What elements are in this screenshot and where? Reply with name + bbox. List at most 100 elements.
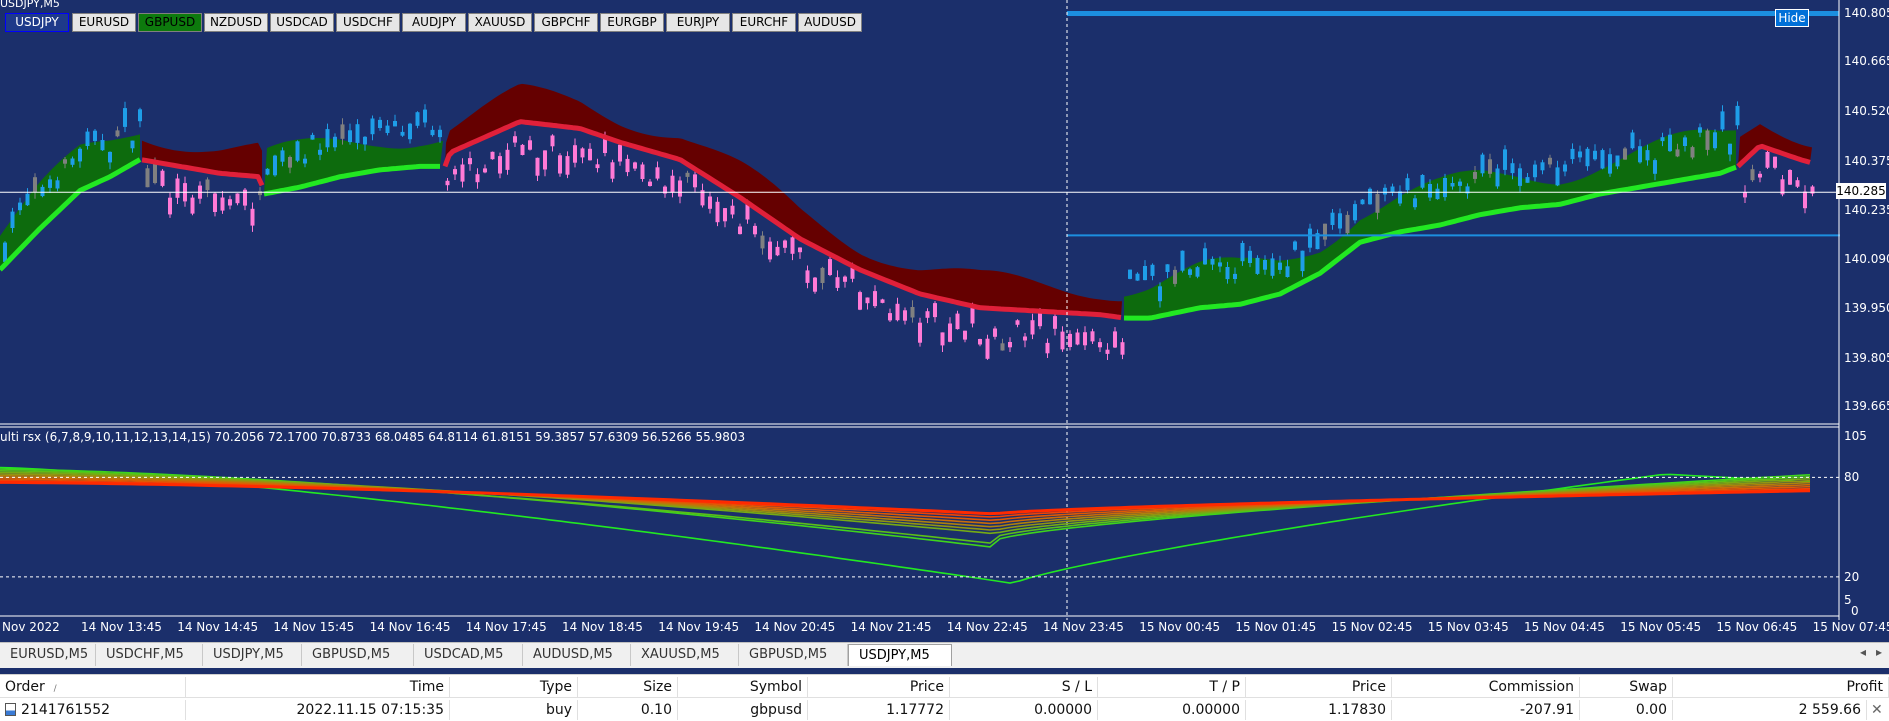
symbol-button-eurusd[interactable]: EURUSD: [72, 13, 136, 32]
column-header-price[interactable]: Price: [808, 677, 950, 697]
column-header-time[interactable]: Time: [186, 677, 450, 697]
tab-usdcad-m5[interactable]: USDCAD,M5: [414, 644, 523, 666]
order-cell-symbol: gbpusd: [678, 700, 808, 720]
candle-body: [1120, 342, 1125, 355]
chart-title: USDJPY,M5: [0, 0, 60, 10]
order-cell-commission: -207.91: [1392, 700, 1580, 720]
column-header-symbol[interactable]: Symbol: [678, 677, 808, 697]
time-tick: 15 Nov 02:45: [1331, 620, 1413, 634]
symbol-button-usdcad[interactable]: USDCAD: [270, 13, 334, 32]
candle-body: [678, 180, 682, 197]
time-tick: 15 Nov 04:45: [1524, 620, 1605, 634]
candle-body: [1405, 178, 1410, 191]
ma-fill-down: [445, 83, 1122, 318]
tab-usdchf-m5[interactable]: USDCHF,M5: [96, 644, 203, 666]
candle-body: [648, 181, 652, 186]
candle-body: [303, 158, 307, 164]
rsx-tick: 105: [1844, 429, 1867, 443]
symbol-button-eurgbp[interactable]: EURGBP: [600, 13, 664, 32]
ma-fill-up: [1124, 129, 1736, 319]
candle-body: [978, 339, 982, 345]
price-chart[interactable]: [0, 0, 1889, 642]
column-header-commission[interactable]: Commission: [1392, 677, 1580, 697]
time-tick: 14 Nov 16:45: [369, 620, 451, 634]
order-cell-swap: 0.00: [1580, 700, 1673, 720]
candle-body: [1150, 264, 1155, 276]
column-header-sl[interactable]: S / L: [950, 677, 1098, 697]
tabs-prev-arrow[interactable]: ◂: [1860, 645, 1867, 659]
time-tick: 14 Nov 23:45: [1043, 620, 1124, 634]
symbol-button-gbpusd[interactable]: GBPUSD: [138, 13, 202, 32]
candle-body: [1210, 258, 1215, 265]
candle-body: [1473, 172, 1477, 179]
time-tick: 14 Nov 20:45: [754, 620, 836, 634]
candle-body: [1383, 187, 1387, 195]
symbol-button-nzdusd[interactable]: NZDUSD: [204, 13, 268, 32]
time-tick: 15 Nov 03:45: [1427, 620, 1509, 634]
buy-order-icon: [5, 703, 16, 716]
candle-body: [213, 193, 217, 212]
candle-body: [685, 172, 690, 177]
candle-body: [693, 174, 697, 188]
candle-body: [775, 246, 780, 256]
price-tick: 140.665: [1844, 54, 1889, 69]
candle-body: [610, 162, 615, 179]
candle-body: [1465, 186, 1470, 194]
symbol-button-xauusd[interactable]: XAUUSD: [468, 13, 532, 32]
column-header-size[interactable]: Size: [578, 677, 678, 697]
tab-usdjpy-m5[interactable]: USDJPY,M5: [848, 644, 952, 666]
candle-body: [1690, 147, 1695, 158]
column-header-swap[interactable]: Swap: [1580, 677, 1673, 697]
tabs-next-arrow[interactable]: ▸: [1876, 645, 1883, 659]
tab-xauusd-m5[interactable]: XAUUSD,M5: [631, 644, 739, 666]
candle-body: [1360, 199, 1365, 205]
column-header-price[interactable]: Price: [1246, 677, 1392, 697]
candle-body: [1075, 332, 1080, 345]
candle-body: [280, 150, 285, 162]
candle-body: [1038, 310, 1042, 327]
candle-body: [1375, 193, 1380, 213]
symbol-button-usdjpy[interactable]: USDJPY: [5, 13, 69, 32]
candle-body: [820, 267, 825, 283]
symbol-button-usdchf[interactable]: USDCHF: [336, 13, 400, 32]
ma-cloud-fills: [0, 83, 1812, 319]
order-cell-price: 1.17830: [1246, 700, 1392, 720]
tab-gbpusd-m5[interactable]: GBPUSD,M5: [739, 644, 848, 666]
close-order-icon[interactable]: ✕: [1871, 702, 1883, 718]
candle-body: [1008, 342, 1012, 348]
candle-body: [1135, 273, 1140, 281]
column-header-type[interactable]: Type: [450, 677, 578, 697]
candle-body: [955, 313, 960, 330]
tab-usdjpy-m5[interactable]: USDJPY,M5: [203, 644, 302, 666]
candle-body: [423, 109, 427, 123]
tab-gbpusd-m5[interactable]: GBPUSD,M5: [302, 644, 414, 666]
candle-body: [123, 108, 127, 127]
symbol-button-gbpchf[interactable]: GBPCHF: [534, 13, 598, 32]
symbol-button-eurchf[interactable]: EURCHF: [732, 13, 796, 32]
price-tick: 140.235: [1844, 202, 1889, 217]
symbol-button-audusd[interactable]: AUDUSD: [798, 13, 862, 32]
candle-body: [430, 129, 435, 136]
candle-body: [1675, 149, 1680, 157]
hide-button[interactable]: Hide: [1775, 9, 1809, 27]
candle-body: [93, 130, 97, 141]
column-header-tp[interactable]: T / P: [1098, 677, 1246, 697]
column-header-order[interactable]: Order /: [0, 677, 186, 697]
tab-eurusd-m5[interactable]: EURUSD,M5: [0, 644, 96, 666]
candle-body: [580, 148, 585, 158]
candle-body: [550, 135, 555, 147]
candle-body: [1173, 269, 1177, 284]
symbol-button-eurjpy[interactable]: EURJPY: [666, 13, 730, 32]
tab-audusd-m5[interactable]: AUDUSD,M5: [523, 644, 631, 666]
candle-body: [1300, 250, 1305, 272]
candle-body: [108, 151, 112, 163]
time-tick: 14 Nov 13:45: [81, 620, 162, 634]
candle-body: [1585, 148, 1590, 167]
chart-background: [0, 0, 1889, 642]
column-header-profit[interactable]: Profit: [1673, 677, 1889, 697]
candle-body: [1195, 267, 1200, 277]
header-divider: [0, 697, 1889, 698]
symbol-button-audjpy[interactable]: AUDJPY: [402, 13, 466, 32]
candle-body: [243, 189, 247, 206]
